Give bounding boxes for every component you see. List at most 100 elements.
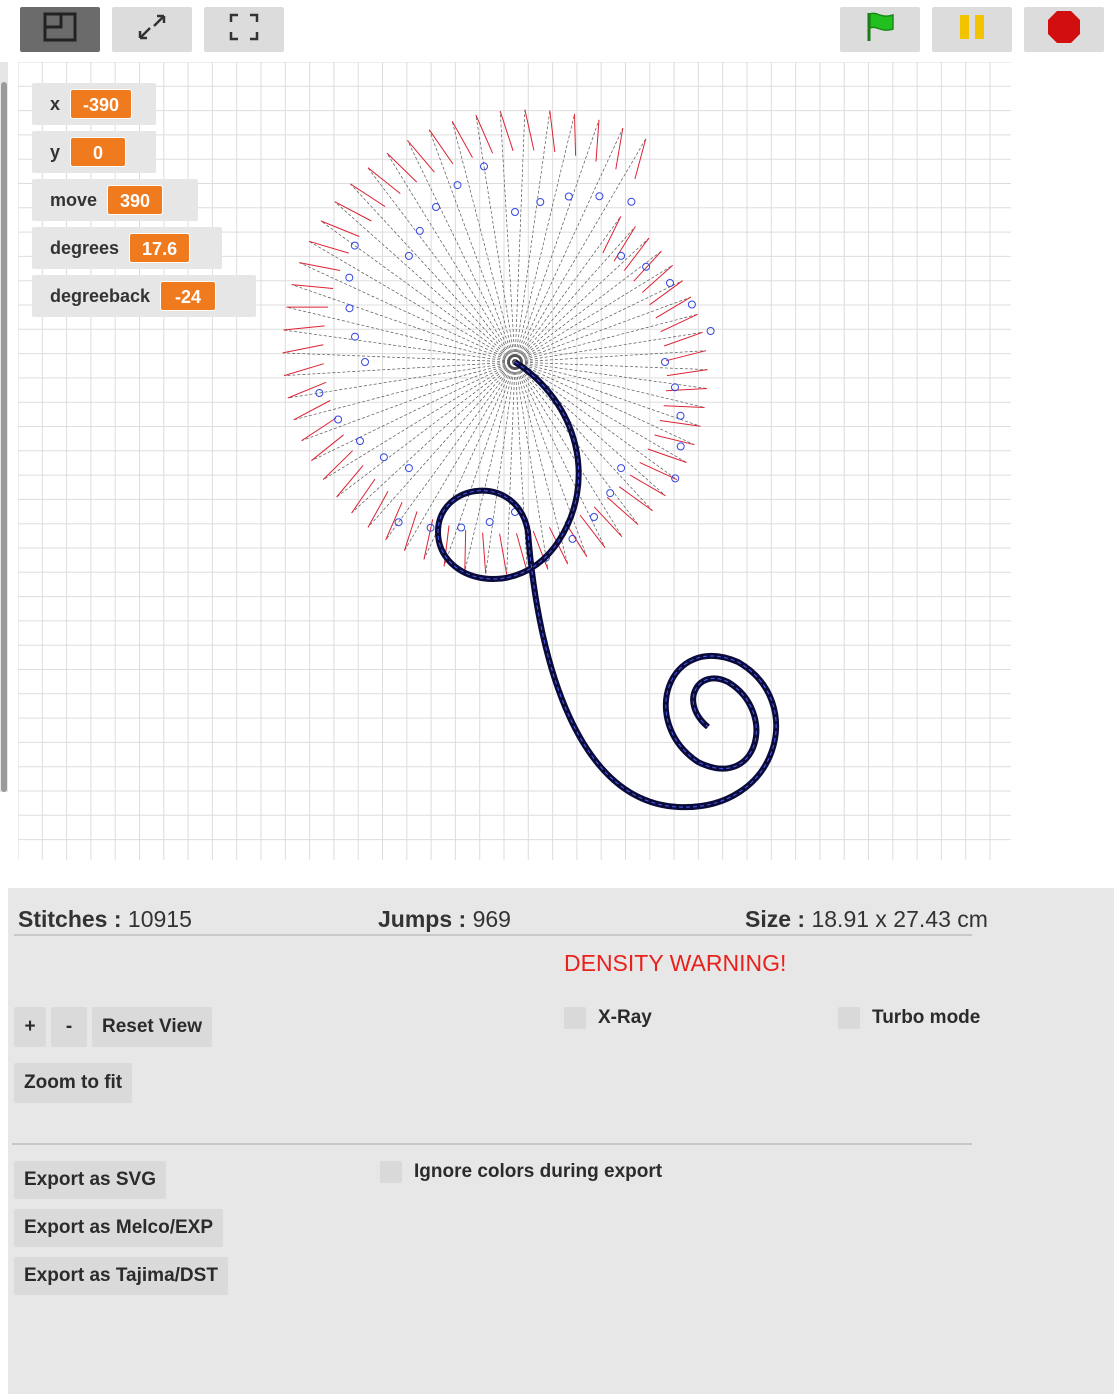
jumps-stat: Jumps : 969 [378, 906, 511, 933]
zoom-out-button[interactable]: - [51, 1007, 87, 1047]
watcher-label: degreeback [50, 285, 151, 306]
stage-size-button[interactable] [112, 7, 192, 52]
stitch-marker [536, 198, 545, 206]
watcher-value: -24 [160, 281, 217, 311]
watcher-value: 0 [70, 137, 127, 167]
controls-panel [8, 888, 1114, 1394]
watcher-label: degrees [50, 237, 120, 258]
watcher-label: x [50, 93, 61, 114]
watcher-value: -390 [70, 89, 133, 119]
stitch-marker [394, 518, 403, 527]
stitch-marker [627, 197, 636, 206]
stitch-marker [687, 300, 696, 309]
zoom-to-fit-button[interactable]: Zoom to fit [14, 1063, 133, 1103]
stitch-marker [666, 279, 674, 287]
pause-icon [958, 13, 986, 46]
stitch-marker [642, 262, 651, 271]
xray-option[interactable]: X-Ray [564, 1007, 652, 1029]
jumps-label: Jumps : [378, 906, 467, 932]
reset-view-button[interactable]: Reset View [92, 1007, 212, 1047]
stitch-marker [351, 332, 359, 341]
green-flag-button[interactable] [840, 7, 920, 52]
stitches-stat: Stitches : 10915 [18, 906, 192, 933]
normal-stage-icon [43, 12, 77, 47]
stitch-stem [434, 359, 780, 811]
stitch-marker [334, 415, 343, 424]
xray-label: X-Ray [598, 1007, 652, 1028]
grid-lines [18, 62, 1011, 860]
watcher-label: move [50, 189, 98, 210]
export-tajima-button[interactable]: Export as Tajima/DST [14, 1257, 228, 1295]
stitch-marker [564, 192, 573, 201]
fullscreen-icon [228, 12, 260, 47]
xray-checkbox[interactable] [564, 1007, 586, 1029]
watcher-label: y [50, 141, 61, 162]
size-label: Size : [745, 906, 806, 932]
stitch-marker [426, 523, 435, 532]
stitch-marker [415, 226, 424, 235]
stitch-marker [676, 411, 685, 420]
stats-divider [14, 934, 972, 936]
size-value: 18.91 x 27.43 cm [811, 906, 988, 932]
stitch-preview [18, 62, 1011, 860]
stitch-marker [404, 251, 413, 260]
stitch-stem-detail [437, 361, 777, 808]
normal-stage-button[interactable] [20, 7, 100, 52]
scrollbar-thumb[interactable] [1, 82, 7, 792]
stop-icon [1047, 10, 1081, 49]
pause-button[interactable] [932, 7, 1012, 52]
export-melco-button[interactable]: Export as Melco/EXP [14, 1209, 224, 1247]
watcher-value: 17.6 [129, 233, 191, 263]
stitch-marker [590, 513, 598, 521]
stitch-marker [432, 203, 440, 211]
stitch-marker [453, 181, 462, 190]
stitch-marker [595, 192, 604, 201]
watcher-degreeback: degreeback -24 [32, 275, 256, 317]
stitch-marker [568, 534, 577, 543]
stitch-marker [480, 162, 488, 171]
stitch-marker [350, 241, 359, 250]
stitch-marker [671, 383, 679, 392]
stitch-marker [676, 442, 685, 451]
zoom-in-button[interactable]: + [14, 1007, 46, 1047]
ignore-colors-checkbox[interactable] [380, 1161, 402, 1183]
green-flag-icon [863, 11, 897, 48]
stage-scrollbar[interactable] [0, 62, 8, 792]
stitch-marker [361, 358, 369, 366]
watcher-move: move 390 [32, 179, 198, 221]
stitch-marker [617, 464, 626, 473]
watcher-x: x -390 [32, 83, 156, 125]
stitch-marker [356, 437, 364, 445]
watcher-value: 390 [107, 185, 164, 215]
stitch-marker [706, 327, 715, 335]
stop-button[interactable] [1024, 7, 1104, 52]
stitch-marker [379, 453, 388, 462]
stitch-marker [315, 389, 324, 397]
stitch-marker [457, 523, 466, 532]
stitch-marker [345, 273, 354, 282]
turbo-option[interactable]: Turbo mode [838, 1007, 980, 1029]
stitch-marker [345, 304, 354, 313]
turbo-checkbox[interactable] [838, 1007, 860, 1029]
ignore-colors-option[interactable]: Ignore colors during export [380, 1161, 662, 1183]
turbo-label: Turbo mode [872, 1007, 981, 1028]
stitch-marker [606, 489, 615, 498]
watcher-degrees: degrees 17.6 [32, 227, 222, 269]
ignore-colors-label: Ignore colors during export [414, 1161, 663, 1182]
stitch-marker [671, 474, 680, 483]
size-stat: Size : 18.91 x 27.43 cm [745, 906, 988, 933]
stage-size-icon [136, 12, 168, 47]
stitch-marker [485, 518, 494, 526]
fullscreen-button[interactable] [204, 7, 284, 52]
watcher-y: y 0 [32, 131, 156, 173]
stitch-marker [617, 251, 626, 260]
stitch-marker [661, 358, 669, 366]
density-warning: DENSITY WARNING! [564, 950, 787, 976]
stitches-value: 10915 [127, 906, 192, 932]
stitch-rays [282, 109, 708, 575]
export-svg-button[interactable]: Export as SVG [14, 1161, 166, 1199]
stitch-ticks [282, 109, 708, 575]
export-divider [12, 1143, 972, 1145]
stitch-marker [511, 208, 519, 216]
stitch-marker [404, 464, 413, 473]
